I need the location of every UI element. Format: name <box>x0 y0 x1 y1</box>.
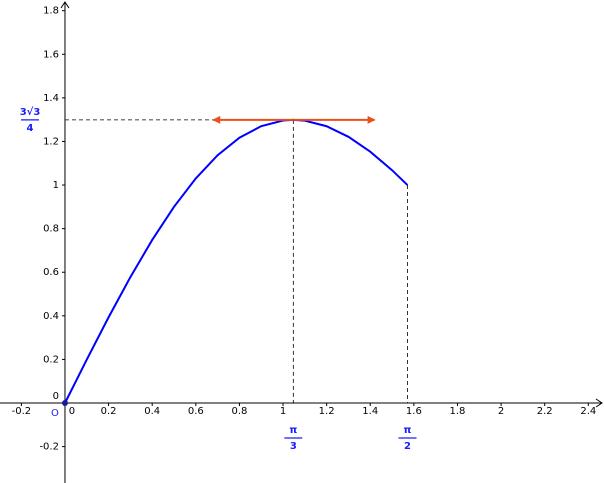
x-tick-label: 1.4 <box>362 406 378 417</box>
x-tick-label: 0.4 <box>144 406 160 417</box>
fraction-denominator: 4 <box>27 123 34 134</box>
x-axis-arrow <box>595 398 603 408</box>
x-tick-label: 0.8 <box>231 406 247 417</box>
origin-label: O <box>51 408 59 419</box>
y-axis-arrow <box>60 1 70 9</box>
x-tick-label: 1.8 <box>450 406 466 417</box>
fraction-denominator: 2 <box>404 441 411 452</box>
y-tick-label: 1.2 <box>43 136 59 147</box>
y-tick-label: 0 <box>53 391 59 402</box>
x-tick-label: 0 <box>69 406 75 417</box>
y-tick-label: 1 <box>53 180 59 191</box>
fraction-numerator: π <box>404 425 412 436</box>
x-tick-label: 1.6 <box>406 406 422 417</box>
y-tick-label: 0.8 <box>43 224 59 235</box>
x-tick-label: 0.6 <box>188 406 204 417</box>
fraction-numerator: 3√3 <box>20 106 41 118</box>
y-tick-label: 0.2 <box>43 354 59 365</box>
x-tick-label: 1 <box>280 406 286 417</box>
y-tick-label: 1.8 <box>43 6 59 17</box>
x-tick-label: 0.2 <box>101 406 117 417</box>
origin-point <box>61 400 68 407</box>
y-tick-label: -0.2 <box>39 442 59 453</box>
curve <box>64 118 409 404</box>
x-tick-label: 2 <box>498 406 504 417</box>
fraction-numerator: π <box>289 425 297 436</box>
x-tick-label: 1.2 <box>319 406 335 417</box>
y-tick-label: 1.6 <box>43 49 59 60</box>
x-tick-label: 2.2 <box>537 406 553 417</box>
y-tick-label: 1.4 <box>43 93 59 104</box>
fraction-denominator: 3 <box>290 441 297 452</box>
x-tick-label: -0.2 <box>12 406 32 417</box>
x-tick-label: 2.4 <box>580 406 596 417</box>
y-tick-label: 0.6 <box>43 267 59 278</box>
y-tick-label: 0.4 <box>43 311 59 322</box>
